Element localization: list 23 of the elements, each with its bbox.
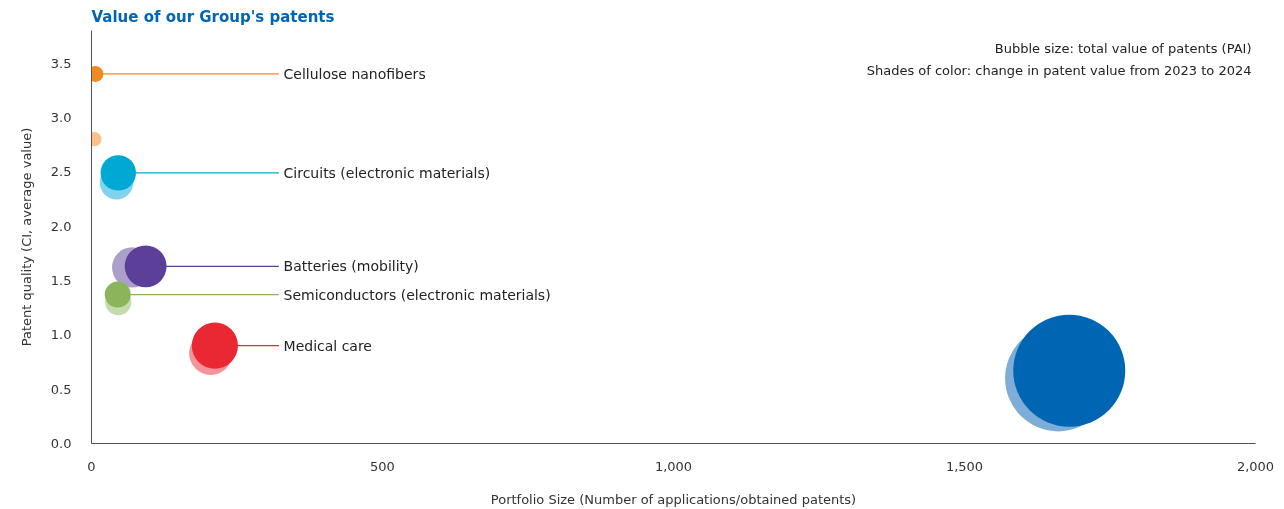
x-tick-label: 1,500 bbox=[945, 458, 984, 474]
x-tick-label: 2,000 bbox=[1236, 458, 1275, 474]
annotation: Bubble size: total value of patents (PAI) bbox=[994, 40, 1252, 56]
annotation: Semiconductors (electronic materials) bbox=[283, 286, 551, 303]
y-tick-label: 3.0 bbox=[50, 109, 72, 125]
annotation: Medical care bbox=[283, 337, 372, 354]
y-tick-label: 0.5 bbox=[50, 381, 72, 397]
x-axis-title: Portfolio Size (Number of applications/obtained patents) bbox=[490, 491, 857, 507]
y-tick-label: 3.5 bbox=[50, 55, 72, 71]
chart-title: Value of our Group's patents bbox=[91, 7, 335, 26]
x-tick-label: 1,000 bbox=[654, 458, 693, 474]
annotation: Circuits (electronic materials) bbox=[283, 164, 491, 181]
y-tick-label: 1.5 bbox=[50, 272, 72, 288]
y-tick-label: 0.0 bbox=[50, 436, 72, 451]
annotation: Cellulose nanofibers bbox=[283, 65, 426, 82]
annotation: Batteries (mobility) bbox=[283, 258, 419, 275]
x-tick-label: 500 bbox=[370, 458, 395, 474]
y-tick-label: 2.0 bbox=[50, 218, 72, 234]
x-tick-label: 0 bbox=[87, 458, 96, 474]
y-axis-title: Patent quality (CI, average value) bbox=[18, 127, 34, 347]
y-tick-label: 2.5 bbox=[50, 164, 72, 180]
y-tick-label: 1.0 bbox=[50, 327, 72, 343]
annotation: Shades of color: change in patent value from 2023 to 2024 bbox=[866, 62, 1252, 78]
